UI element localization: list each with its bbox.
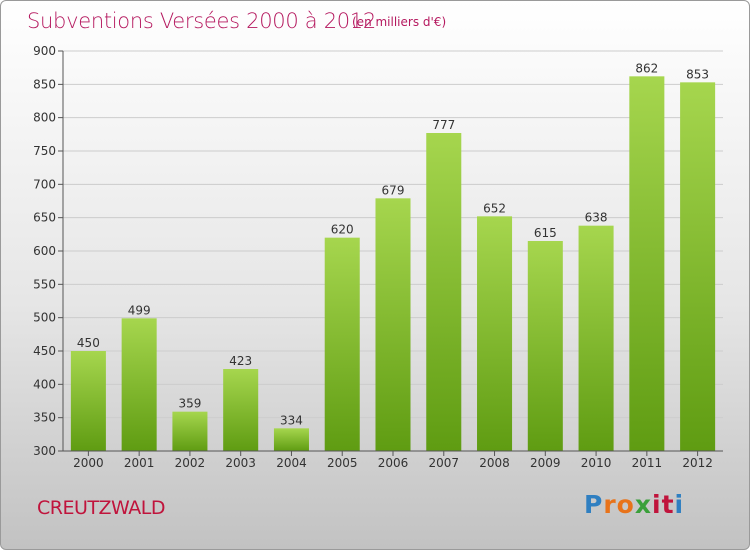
x-tick-label: 2009: [530, 456, 561, 470]
data-label: 652: [483, 201, 506, 215]
data-label: 638: [585, 211, 608, 225]
x-tick-label: 2004: [276, 456, 307, 470]
data-label: 679: [382, 183, 405, 197]
data-label: 853: [686, 67, 709, 81]
data-label: 499: [128, 303, 151, 317]
logo-letter: i: [652, 490, 662, 519]
bar-2007: [426, 133, 462, 451]
axes: 300 350 400 450 500 550 600 650 700 750 800 850 900 2…: [33, 44, 723, 470]
y-tick-label: 400: [33, 377, 56, 391]
bar-2003: [223, 369, 259, 451]
x-tick-label: 2005: [327, 456, 358, 470]
x-tick-label: 2007: [428, 456, 459, 470]
logo-letter: P: [584, 490, 604, 519]
y-tick-label: 350: [33, 411, 56, 425]
y-tick-label: 850: [33, 77, 56, 91]
data-label: 615: [534, 226, 557, 240]
data-label: 423: [229, 354, 252, 368]
commune-name: CREUTZWALD: [37, 497, 165, 519]
data-label: 359: [178, 397, 201, 411]
data-labels: 450 499 359 423 334 620 679 777 652 615 638 862 853: [77, 61, 709, 427]
data-label: 450: [77, 336, 100, 350]
data-label: 777: [432, 118, 455, 132]
y-tick-label: 800: [33, 111, 56, 125]
bar-2002: [172, 411, 208, 451]
data-label: 334: [280, 413, 303, 427]
bar-2008: [477, 216, 513, 451]
x-tick-label: 2002: [175, 456, 206, 470]
bar-2012: [680, 82, 716, 451]
bar-2006: [375, 198, 411, 451]
y-tick-label: 300: [33, 444, 56, 458]
chart-title: Subventions Versées 2000 à 2012: [27, 9, 376, 33]
data-label: 620: [331, 223, 354, 237]
x-tick-label: 2001: [124, 456, 155, 470]
y-tick-label: 600: [33, 244, 56, 258]
bar-2005: [324, 237, 360, 451]
bar-2000: [70, 351, 106, 451]
x-tick-label: 2006: [378, 456, 409, 470]
x-tick-label: 2011: [632, 456, 663, 470]
bar-2001: [121, 318, 157, 451]
x-tick-label: 2003: [225, 456, 256, 470]
bar-2010: [578, 225, 614, 451]
logo-letter: x: [634, 490, 652, 519]
x-tick-label: 2008: [479, 456, 510, 470]
x-tick-label: 2010: [581, 456, 612, 470]
y-tick-label: 750: [33, 144, 56, 158]
x-tick-label: 2000: [73, 456, 104, 470]
bar-2004: [273, 428, 309, 451]
x-tick-label: 2012: [682, 456, 713, 470]
y-tick-label: 700: [33, 177, 56, 191]
bar-2011: [629, 76, 665, 451]
y-tick-label: 550: [33, 277, 56, 291]
logo-letter: o: [616, 490, 635, 519]
y-tick-label: 650: [33, 211, 56, 225]
logo-letter: t: [661, 490, 675, 519]
data-label: 862: [635, 61, 658, 75]
bar-2009: [527, 241, 563, 451]
bars: [70, 76, 716, 451]
chart-subtitle: (en milliers d'€): [352, 15, 447, 29]
proxiti-logo[interactable]: Proxiti: [584, 490, 684, 519]
y-tick-label: 500: [33, 311, 56, 325]
y-tick-label: 450: [33, 344, 56, 358]
logo-letter: r: [603, 490, 617, 519]
y-tick-label: 900: [33, 44, 56, 58]
logo-letter: i: [674, 490, 685, 519]
